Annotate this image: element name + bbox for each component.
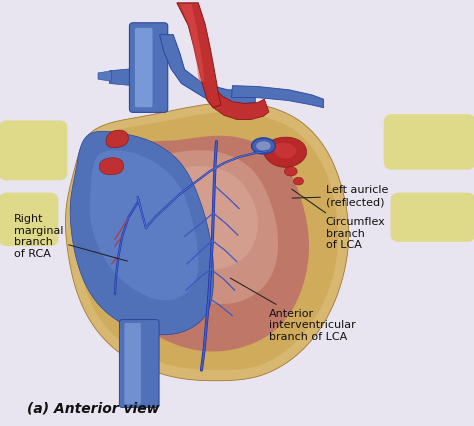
Polygon shape [90, 150, 199, 300]
Polygon shape [141, 150, 278, 304]
Polygon shape [109, 69, 133, 86]
FancyBboxPatch shape [129, 23, 168, 112]
Polygon shape [206, 86, 269, 120]
Text: Right
marginal
branch
of RCA: Right marginal branch of RCA [14, 214, 127, 261]
Polygon shape [231, 86, 324, 108]
FancyBboxPatch shape [384, 114, 474, 170]
Ellipse shape [252, 138, 275, 154]
Text: Left auricle
(reflected): Left auricle (reflected) [292, 185, 388, 207]
Text: Circumflex
branch
of LCA: Circumflex branch of LCA [292, 189, 386, 250]
Polygon shape [65, 102, 349, 381]
FancyBboxPatch shape [0, 121, 67, 180]
Polygon shape [100, 158, 124, 175]
Text: (a) Anterior view: (a) Anterior view [27, 402, 160, 416]
Text: Anterior
interventricular
branch of LCA: Anterior interventricular branch of LCA [230, 278, 356, 342]
Polygon shape [98, 71, 112, 81]
Ellipse shape [284, 167, 297, 176]
Polygon shape [159, 166, 258, 269]
FancyBboxPatch shape [391, 193, 474, 242]
Polygon shape [180, 4, 204, 82]
Polygon shape [75, 112, 338, 370]
Ellipse shape [293, 177, 303, 185]
FancyBboxPatch shape [0, 193, 58, 246]
Polygon shape [70, 131, 214, 335]
FancyBboxPatch shape [125, 323, 141, 404]
Polygon shape [100, 136, 309, 351]
FancyBboxPatch shape [119, 320, 159, 408]
Ellipse shape [256, 141, 271, 150]
Polygon shape [177, 3, 221, 108]
Polygon shape [273, 143, 296, 158]
Polygon shape [106, 130, 128, 147]
Polygon shape [160, 35, 255, 104]
FancyBboxPatch shape [135, 28, 153, 107]
Polygon shape [264, 137, 307, 167]
